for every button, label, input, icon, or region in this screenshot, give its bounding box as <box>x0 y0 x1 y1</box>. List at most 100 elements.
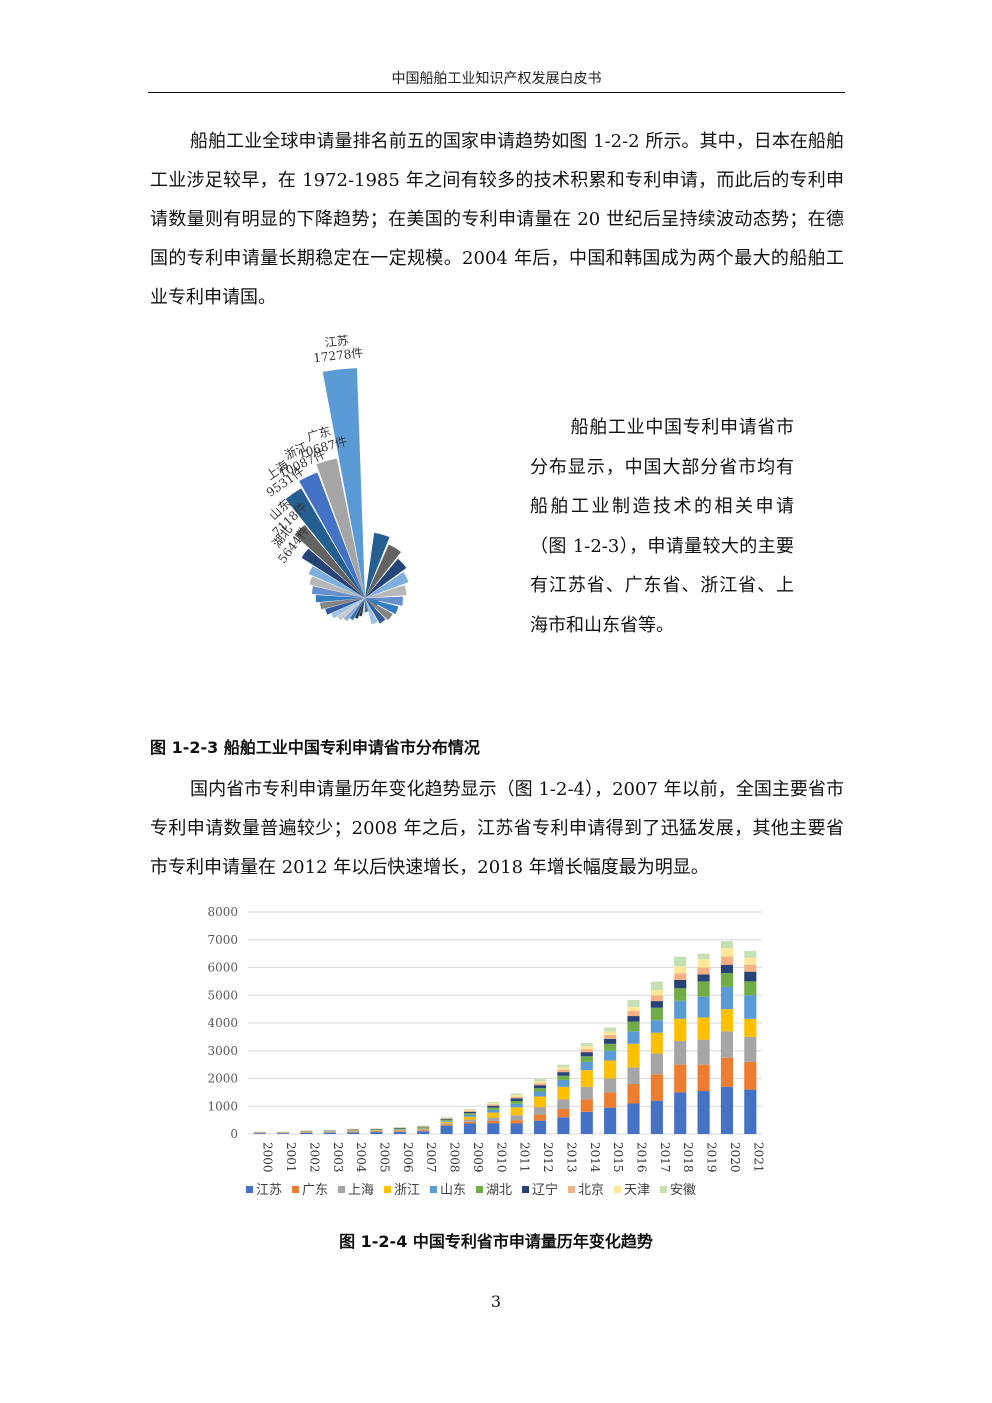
bar-segment-湖北 <box>674 988 687 1001</box>
bar-segment-北京 <box>557 1069 570 1073</box>
bar-segment-北京 <box>440 1118 453 1119</box>
bar-segment-天津 <box>463 1109 477 1111</box>
bar-segment-天津 <box>604 1031 617 1035</box>
radial-bar-江苏 <box>322 368 365 598</box>
province-radial-chart: 江苏17278件广东10687件浙江10087件上海9531件山东7118件湖北… <box>263 333 409 625</box>
x-tick-label: 2002 <box>307 1142 321 1173</box>
radial-bar-湖北 <box>301 548 365 598</box>
radial-bar-广东 <box>316 458 365 598</box>
bar-segment-天津 <box>697 959 710 968</box>
legend-swatch <box>476 1186 483 1193</box>
bar-segment-辽宁 <box>604 1038 617 1044</box>
bar-segment-广东 <box>580 1099 593 1112</box>
bar-segment-天津 <box>440 1117 453 1119</box>
bar-segment-安徽 <box>580 1042 593 1047</box>
bar-segment-北京 <box>674 973 687 980</box>
radial-bar-minor <box>354 598 365 619</box>
bar-segment-湖北 <box>580 1056 593 1062</box>
bar-segment-上海 <box>370 1130 383 1132</box>
bar-segment-安徽 <box>674 956 687 967</box>
bar-segment-上海 <box>627 1067 640 1085</box>
bar-segment-山东 <box>744 995 757 1019</box>
legend-swatch <box>338 1186 345 1193</box>
radial-bar-minor <box>365 596 403 606</box>
figure-1-2-3-caption: 图 1-2-3 船舶工业中国专利申请省市分布情况 <box>150 738 480 757</box>
bar-segment-安徽 <box>744 950 757 958</box>
bar-segment-湖北 <box>393 1128 406 1130</box>
bar-segment-浙江 <box>393 1129 406 1131</box>
bar-segment-安徽 <box>720 941 734 949</box>
bar-segment-广东 <box>697 1064 710 1091</box>
bar-segment-北京 <box>720 956 734 965</box>
paragraph-1: 船舶工业全球申请量排名前五的国家申请趋势如图 1-2-2 所示。其中，日本在船舶… <box>150 122 844 317</box>
x-tick-label: 2007 <box>424 1142 438 1173</box>
bar-segment-广东 <box>627 1084 640 1104</box>
bar-segment-广东 <box>744 1061 757 1090</box>
bar-segment-山东 <box>650 1020 663 1033</box>
bar-segment-山东 <box>674 1000 687 1019</box>
legend-label: 安徽 <box>670 1183 696 1198</box>
bar-segment-江苏 <box>557 1117 570 1134</box>
y-tick-label: 5000 <box>207 988 238 1002</box>
x-tick-label: 2014 <box>588 1142 602 1173</box>
bar-segment-湖北 <box>510 1100 523 1104</box>
bar-segment-浙江 <box>720 1009 734 1032</box>
bar-segment-湖北 <box>557 1075 570 1080</box>
y-tick-label: 1000 <box>207 1099 238 1113</box>
legend-label: 上海 <box>348 1183 374 1198</box>
bar-segment-山东 <box>557 1079 570 1087</box>
bar-segment-湖北 <box>697 981 710 997</box>
bar-segment-浙江 <box>650 1032 663 1054</box>
y-tick-label: 6000 <box>207 961 238 975</box>
bar-segment-天津 <box>674 966 687 974</box>
bar-segment-上海 <box>557 1099 570 1110</box>
legend-swatch <box>384 1186 391 1193</box>
bar-segment-江苏 <box>604 1107 617 1134</box>
bar-segment-安徽 <box>604 1027 617 1032</box>
bar-segment-山东 <box>627 1031 640 1044</box>
bar-segment-江苏 <box>674 1092 687 1134</box>
bar-segment-江苏 <box>323 1132 336 1134</box>
bar-segment-山东 <box>533 1091 547 1097</box>
x-tick-label: 2000 <box>261 1142 275 1173</box>
legend-label: 湖北 <box>486 1183 512 1198</box>
bar-segment-辽宁 <box>393 1127 406 1129</box>
bar-segment-浙江 <box>347 1130 360 1132</box>
legend-label: 广东 <box>302 1183 328 1198</box>
x-tick-label: 2018 <box>681 1142 695 1173</box>
bar-segment-上海 <box>347 1131 360 1132</box>
bar-segment-江苏 <box>627 1103 640 1134</box>
bar-segment-上海 <box>323 1131 336 1133</box>
radial-bar-minor <box>365 572 409 598</box>
legend-label: 浙江 <box>394 1183 420 1198</box>
bar-segment-安徽 <box>463 1109 477 1110</box>
bar-segment-广东 <box>463 1121 477 1124</box>
bar-segment-山东 <box>697 996 710 1018</box>
radial-bar-minor <box>315 595 365 603</box>
bar-segment-山东 <box>417 1127 430 1129</box>
bar-segment-湖北 <box>533 1088 547 1092</box>
bar-segment-江苏 <box>370 1132 383 1134</box>
x-tick-label: 2008 <box>448 1142 462 1173</box>
radial-bar-上海 <box>285 488 365 598</box>
bar-segment-广东 <box>674 1064 687 1093</box>
bar-segment-广东 <box>347 1131 360 1133</box>
bar-segment-山东 <box>604 1050 617 1061</box>
bar-segment-北京 <box>487 1104 500 1106</box>
legend-label: 山东 <box>440 1183 466 1198</box>
bar-segment-安徽 <box>627 999 640 1007</box>
bar-segment-安徽 <box>487 1102 500 1104</box>
bar-segment-上海 <box>720 1031 734 1058</box>
radial-bar-minor <box>362 598 365 614</box>
bar-segment-辽宁 <box>440 1118 453 1120</box>
bar-segment-上海 <box>744 1036 757 1062</box>
bar-segment-江苏 <box>463 1123 477 1134</box>
bar-segment-浙江 <box>744 1018 757 1037</box>
bar-segment-天津 <box>510 1095 523 1097</box>
legend-label: 辽宁 <box>532 1182 558 1198</box>
bar-segment-广东 <box>533 1114 547 1121</box>
radial-bar-minor <box>365 533 390 598</box>
bar-segment-辽宁 <box>674 979 687 989</box>
radial-bar-minor <box>365 558 407 598</box>
